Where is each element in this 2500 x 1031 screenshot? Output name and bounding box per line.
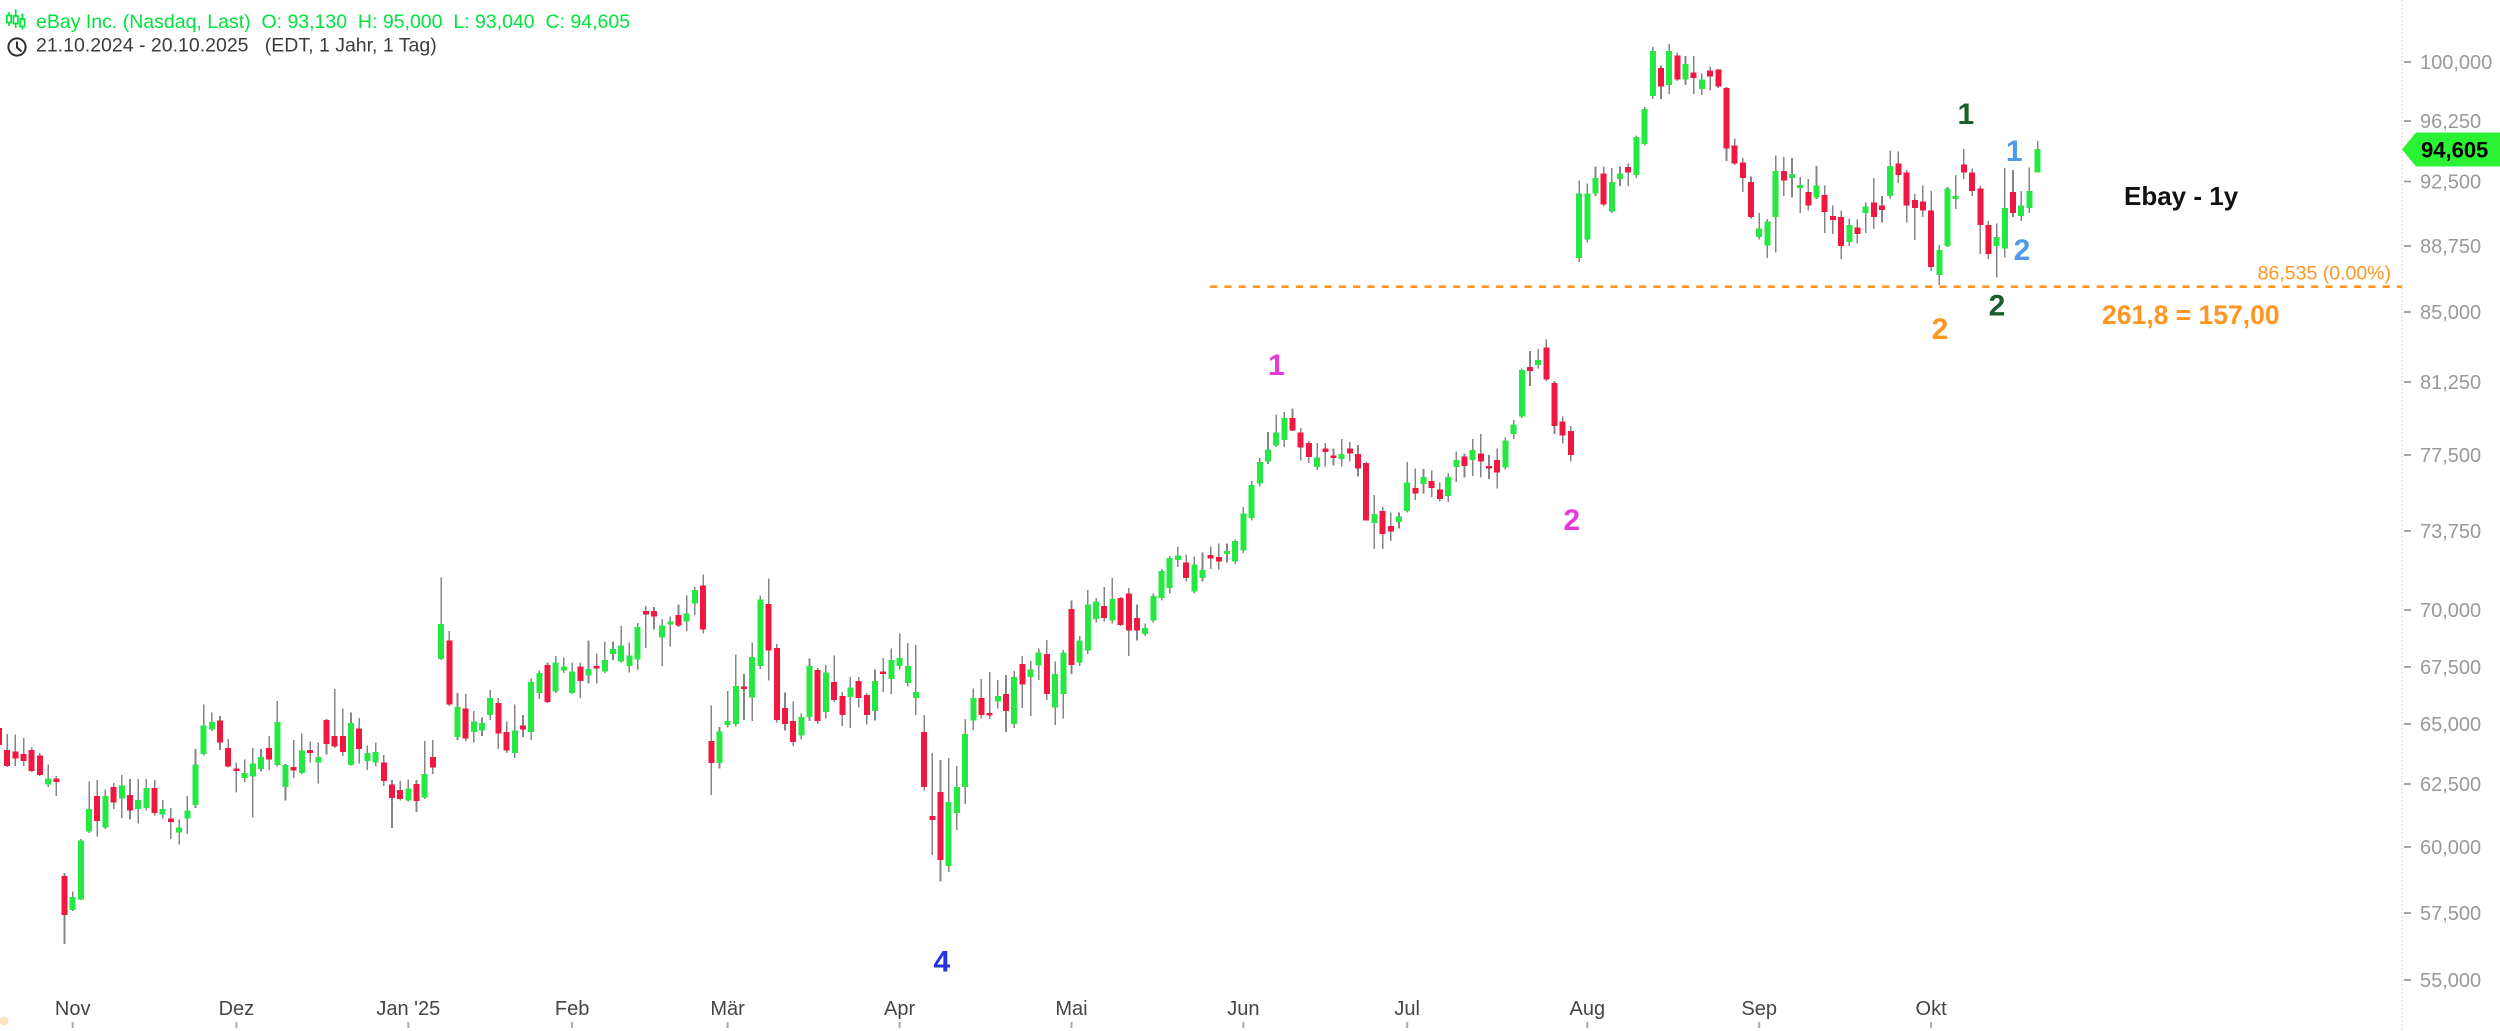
svg-text:Jul: Jul: [1394, 998, 1420, 1020]
svg-text:Aug: Aug: [1570, 998, 1606, 1020]
svg-text:55,000: 55,000: [2420, 970, 2481, 992]
svg-text:92,500: 92,500: [2420, 172, 2481, 194]
svg-text:60,000: 60,000: [2420, 837, 2481, 859]
svg-text:2: 2: [2014, 234, 2031, 267]
svg-text:21.10.2024 - 20.10.2025 (EDT: 21.10.2024 - 20.10.2025 (EDT, 1 Jahr, 1 …: [36, 35, 437, 57]
svg-text:88,750: 88,750: [2420, 236, 2481, 258]
svg-text:67,500: 67,500: [2420, 657, 2481, 679]
svg-text:Feb: Feb: [555, 998, 589, 1020]
svg-text:57,500: 57,500: [2420, 903, 2481, 925]
svg-text:2: 2: [1989, 290, 2006, 323]
svg-text:Mär: Mär: [710, 998, 745, 1020]
svg-text:261,8 = 157,00: 261,8 = 157,00: [2102, 300, 2280, 330]
svg-text:Apr: Apr: [884, 998, 915, 1020]
svg-text:73,750: 73,750: [2420, 521, 2481, 543]
svg-text:70,000: 70,000: [2420, 600, 2481, 622]
svg-text:2: 2: [1932, 313, 1949, 346]
svg-text:Jun: Jun: [1227, 998, 1259, 1020]
svg-text:65,000: 65,000: [2420, 714, 2481, 736]
svg-text:96,250: 96,250: [2420, 111, 2481, 133]
svg-text:62,500: 62,500: [2420, 774, 2481, 796]
svg-text:Ebay - 1y: Ebay - 1y: [2124, 181, 2239, 211]
svg-text:Mai: Mai: [1055, 998, 1087, 1020]
svg-text:2: 2: [1563, 504, 1580, 537]
svg-text:100,000: 100,000: [2420, 52, 2492, 74]
svg-text:81,250: 81,250: [2420, 372, 2481, 394]
svg-text:85,000: 85,000: [2420, 302, 2481, 324]
svg-text:1: 1: [1957, 98, 1974, 131]
svg-text:eBay Inc. (Nasdaq, Last) O: 9: eBay Inc. (Nasdaq, Last) O: 93,130 H: 95…: [36, 11, 630, 33]
svg-text:86,535 (0.00%): 86,535 (0.00%): [2258, 263, 2391, 285]
svg-text:77,500: 77,500: [2420, 445, 2481, 467]
svg-text:Sep: Sep: [1741, 998, 1777, 1020]
svg-text:1: 1: [1268, 349, 1285, 382]
svg-text:Dez: Dez: [219, 998, 255, 1020]
svg-text:4: 4: [934, 946, 951, 979]
svg-text:1: 1: [2006, 135, 2023, 168]
svg-text:Jan '25: Jan '25: [376, 998, 440, 1020]
svg-text:Nov: Nov: [55, 998, 91, 1020]
svg-text:Okt: Okt: [1916, 998, 1948, 1020]
svg-text:94,605: 94,605: [2421, 138, 2488, 163]
